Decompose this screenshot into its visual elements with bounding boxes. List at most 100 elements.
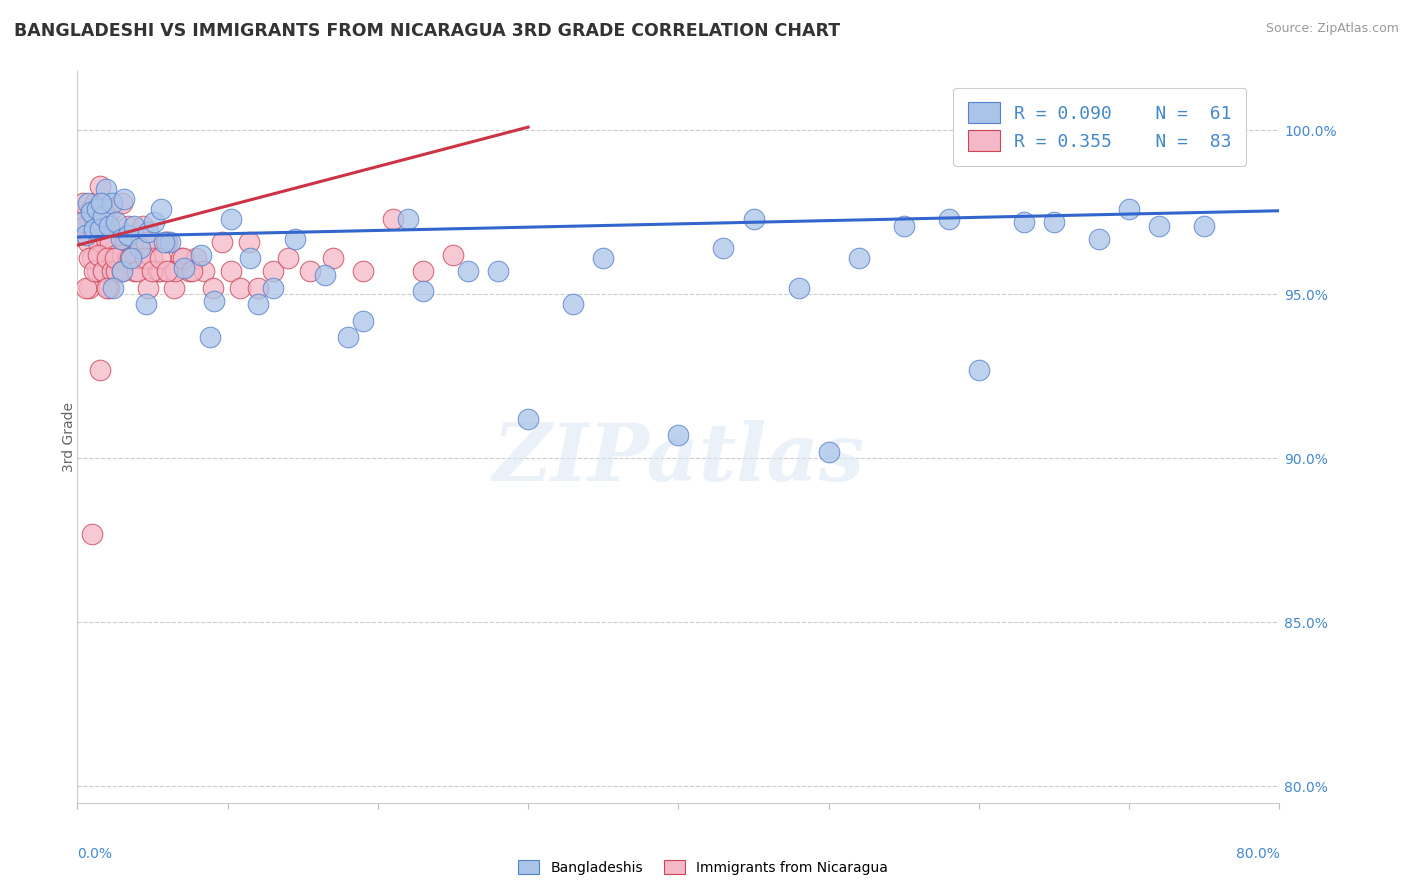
Point	[117, 252, 139, 266]
Point	[82, 526, 104, 541]
Point	[105, 215, 128, 229]
Point	[562, 297, 585, 311]
Point	[277, 252, 299, 266]
Text: BANGLADESHI VS IMMIGRANTS FROM NICARAGUA 3RD GRADE CORRELATION CHART: BANGLADESHI VS IMMIGRANTS FROM NICARAGUA…	[14, 22, 841, 40]
Point	[76, 235, 98, 249]
Point	[162, 281, 184, 295]
Point	[79, 252, 101, 266]
Point	[97, 281, 120, 295]
Point	[396, 211, 419, 226]
Point	[219, 211, 242, 226]
Point	[322, 252, 344, 266]
Point	[159, 235, 181, 249]
Point	[1012, 215, 1035, 229]
Point	[284, 232, 307, 246]
Point	[211, 235, 233, 249]
Point	[108, 264, 131, 278]
Point	[105, 248, 128, 262]
Point	[219, 264, 242, 278]
Point	[103, 252, 125, 266]
Point	[713, 242, 735, 256]
Point	[111, 248, 134, 262]
Legend: Bangladeshis, Immigrants from Nicaragua: Bangladeshis, Immigrants from Nicaragua	[513, 855, 893, 880]
Point	[486, 264, 509, 278]
Point	[163, 264, 186, 278]
Point	[668, 428, 690, 442]
Point	[117, 228, 139, 243]
Text: Source: ZipAtlas.com: Source: ZipAtlas.com	[1265, 22, 1399, 36]
Point	[135, 235, 157, 249]
Point	[132, 219, 155, 233]
Point	[91, 219, 114, 233]
Point	[86, 202, 108, 216]
Point	[262, 264, 284, 278]
Point	[135, 297, 157, 311]
Point	[84, 195, 107, 210]
Point	[91, 264, 114, 278]
Point	[90, 195, 112, 210]
Point	[412, 284, 434, 298]
Point	[202, 293, 225, 308]
Point	[517, 412, 540, 426]
Point	[83, 222, 105, 236]
Point	[96, 281, 118, 295]
Point	[105, 264, 128, 278]
Point	[1149, 219, 1171, 233]
Point	[129, 252, 152, 266]
Point	[73, 219, 96, 233]
Point	[111, 264, 134, 278]
Point	[87, 248, 110, 262]
Point	[90, 248, 112, 262]
Point	[127, 264, 149, 278]
Point	[114, 235, 136, 249]
Point	[94, 182, 117, 196]
Point	[198, 330, 221, 344]
Point	[441, 248, 464, 262]
Point	[817, 445, 839, 459]
Point	[117, 219, 139, 233]
Y-axis label: 3rd Grade: 3rd Grade	[62, 402, 76, 472]
Point	[101, 195, 124, 210]
Point	[156, 264, 179, 278]
Point	[172, 252, 194, 266]
Point	[352, 313, 374, 327]
Point	[412, 264, 434, 278]
Point	[97, 219, 120, 233]
Point	[79, 281, 101, 295]
Point	[136, 225, 159, 239]
Point	[134, 252, 156, 266]
Point	[893, 219, 915, 233]
Point	[180, 264, 202, 278]
Point	[173, 261, 195, 276]
Point	[239, 252, 262, 266]
Point	[1043, 215, 1066, 229]
Point	[1118, 202, 1140, 216]
Point	[94, 232, 117, 246]
Point	[91, 209, 114, 223]
Point	[89, 179, 111, 194]
Point	[314, 268, 336, 282]
Point	[72, 215, 94, 229]
Point	[89, 363, 111, 377]
Point	[193, 264, 215, 278]
Point	[336, 330, 359, 344]
Point	[592, 252, 614, 266]
Point	[141, 235, 163, 249]
Point	[80, 205, 103, 219]
Point	[111, 264, 134, 278]
Point	[141, 264, 163, 278]
Point	[184, 252, 207, 266]
Point	[1088, 232, 1111, 246]
Point	[201, 281, 224, 295]
Point	[82, 252, 104, 266]
Point	[69, 211, 91, 226]
Point	[120, 248, 142, 262]
Point	[96, 252, 118, 266]
Point	[149, 252, 172, 266]
Point	[110, 232, 132, 246]
Point	[246, 281, 269, 295]
Point	[96, 211, 118, 226]
Point	[457, 264, 479, 278]
Point	[848, 252, 870, 266]
Point	[938, 211, 960, 226]
